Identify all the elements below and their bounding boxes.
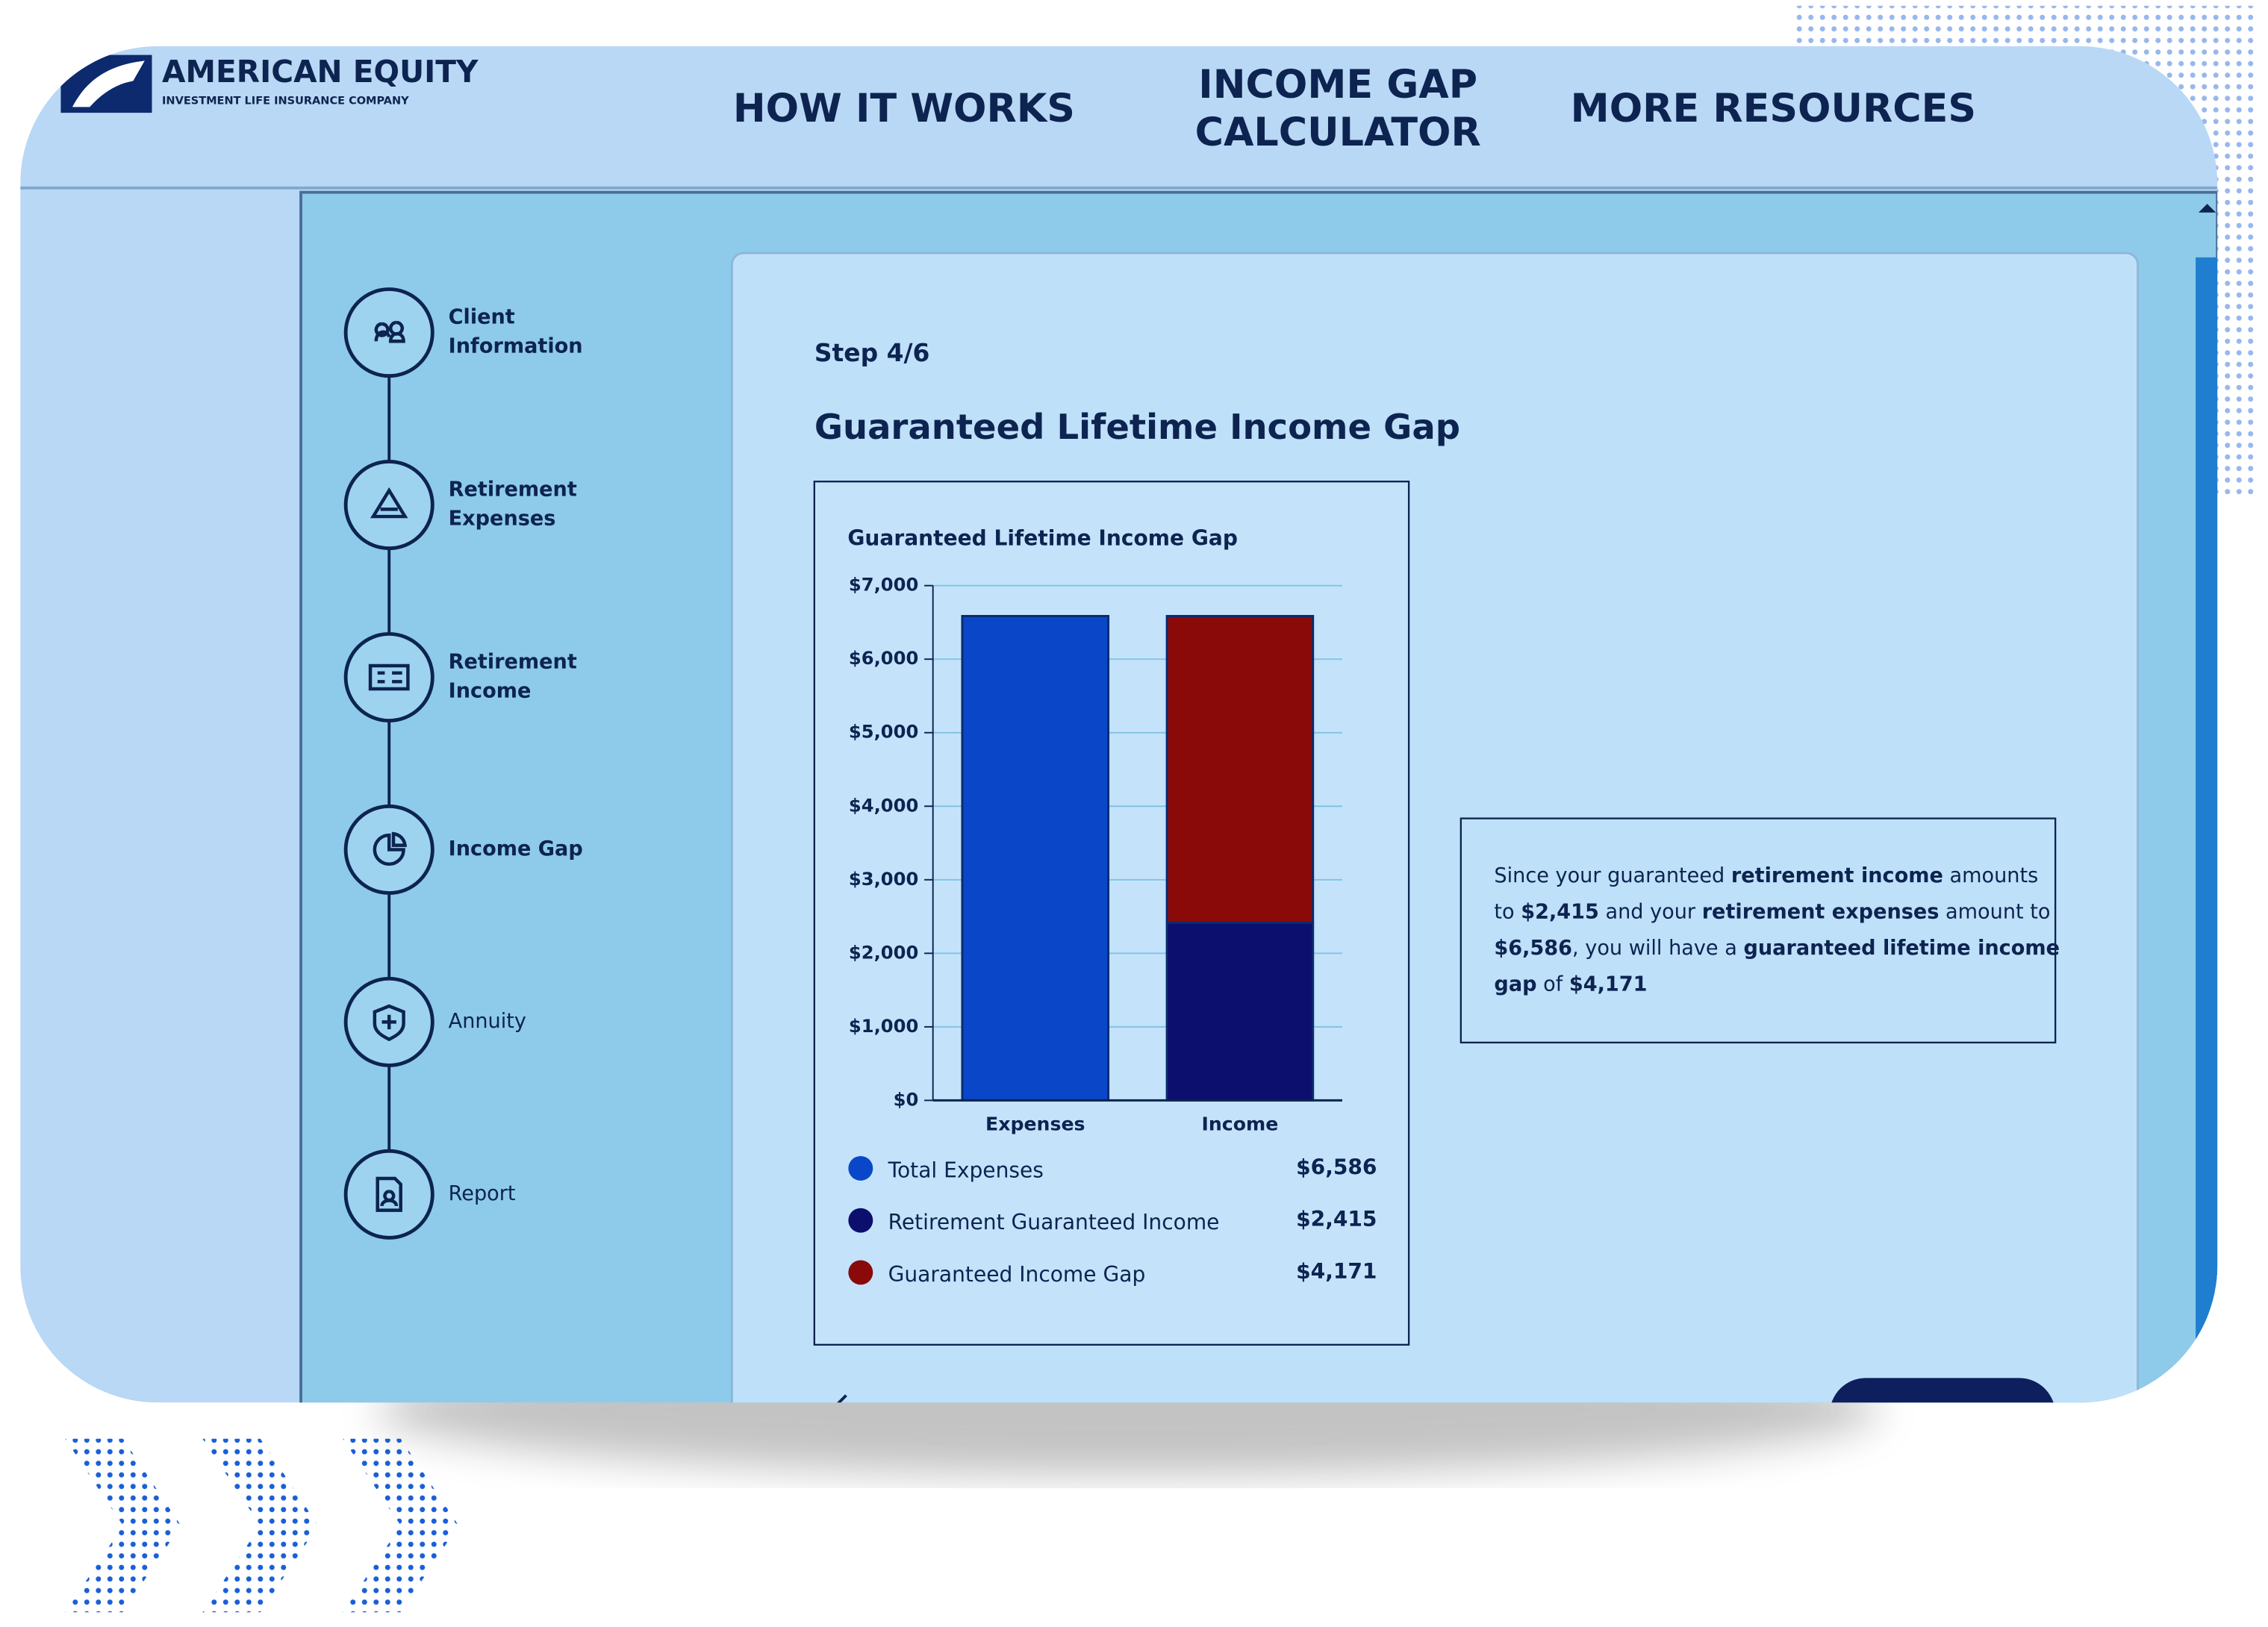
y-tick-label: $0 [894, 1089, 919, 1110]
step-icon [374, 320, 405, 343]
legend-item: Retirement Guaranteed Income $2,415 [848, 1207, 1377, 1234]
summary-line: gap of $4,171 [1494, 972, 1647, 996]
summary-line: to $2,415 and your retirement expenses a… [1494, 900, 2050, 923]
step-label[interactable]: Report [449, 1182, 516, 1205]
nav-item[interactable]: MORE RESOURCES [1571, 86, 1976, 131]
step-label[interactable]: Information [449, 334, 583, 357]
step[interactable]: Retirement Expenses [343, 460, 577, 551]
step-icon [370, 487, 408, 519]
logo-subtitle: INVESTMENT LIFE INSURANCE COMPANY [162, 96, 409, 107]
y-tick-label: $4,000 [849, 795, 918, 816]
continue-button[interactable] [1829, 1378, 2056, 1450]
legend-item: Guaranteed Income Gap $4,171 [848, 1259, 1377, 1287]
y-tick-label: $3,000 [849, 869, 918, 890]
step-label[interactable]: Retirement [449, 651, 577, 674]
legend-label: Retirement Guaranteed Income [888, 1210, 1220, 1234]
summary-text: $6,586 [1494, 936, 1572, 959]
y-tick-label: $1,000 [849, 1016, 918, 1037]
logo-title: AMERICAN EQUITY [162, 54, 479, 90]
summary-text: retirement income [1731, 864, 1943, 887]
step-icon [368, 663, 410, 691]
nav-label[interactable]: HOW IT WORKS [733, 86, 1075, 131]
summary-text: retirement expenses [1702, 900, 1940, 923]
nav-item[interactable]: HOW IT WORKS [733, 86, 1075, 131]
scroll-arrow [2198, 204, 2216, 213]
step-label: Step 4/6 [814, 338, 930, 367]
nav-label[interactable]: INCOME GAP [1198, 62, 1477, 107]
step-label[interactable]: Annuity [449, 1010, 526, 1033]
step-icon [373, 1004, 405, 1042]
legend-label: Total Expenses [888, 1158, 1044, 1182]
summary-line: $6,586, you will have a guaranteed lifet… [1494, 936, 2060, 959]
summary-text: gap [1494, 972, 1536, 996]
legend-item: Total Expenses $6,586 [848, 1155, 1377, 1182]
legend-value: $2,415 [1296, 1207, 1377, 1231]
legend-swatch [848, 1155, 873, 1181]
step-icon [373, 831, 408, 866]
app-window: AMERICAN EQUITY INVESTMENT LIFE INSURANC… [20, 46, 2218, 1450]
y-tick-label: $2,000 [849, 942, 918, 963]
step-icon [376, 1176, 402, 1212]
step[interactable]: Retirement Income [343, 631, 577, 723]
step[interactable]: Annuity [343, 976, 526, 1067]
legend-value: $6,586 [1296, 1155, 1377, 1179]
step-label[interactable]: Retirement [449, 478, 577, 502]
bar-segment [1165, 614, 1315, 924]
step-label[interactable]: Income Gap [449, 837, 583, 861]
step-circle[interactable] [343, 287, 434, 378]
legend-swatch [848, 1260, 873, 1285]
summary-text: $4,171 [1569, 972, 1648, 996]
summary-box [1459, 817, 2057, 1044]
summary-line: Since your guaranteed retirement income … [1494, 864, 2038, 887]
y-tick-label: $6,000 [849, 648, 918, 669]
logo-eagle [72, 60, 145, 107]
x-tick-label: Income [1202, 1113, 1279, 1134]
heading: Guaranteed Lifetime Income Gap [814, 407, 1460, 447]
legend-label: Guaranteed Income Gap [888, 1262, 1146, 1287]
x-tick-label: Expenses [985, 1113, 1085, 1134]
step[interactable]: Client Information [343, 287, 583, 378]
step-label[interactable]: Client [449, 306, 515, 329]
legend-swatch [848, 1208, 873, 1233]
step-circle[interactable] [343, 1149, 434, 1240]
summary-text: amounts [1943, 864, 2038, 887]
y-tick-label: $7,000 [849, 575, 918, 596]
bar-segment [1165, 921, 1315, 1102]
back-arrow[interactable] [835, 1394, 847, 1406]
summary-text: guaranteed lifetime income [1743, 936, 2060, 959]
summary-text: $2,415 [1521, 900, 1599, 923]
nav-label[interactable]: MORE RESOURCES [1571, 86, 1976, 131]
step-label[interactable]: Income [449, 679, 532, 702]
step-circle[interactable] [343, 460, 434, 551]
summary-text: amount to [1939, 900, 2050, 923]
nav-label[interactable]: CALCULATOR [1195, 110, 1481, 155]
step[interactable]: Report [343, 1149, 516, 1240]
step-label[interactable]: Expenses [449, 507, 556, 530]
legend-value: $4,171 [1296, 1259, 1377, 1284]
summary-text: of [1537, 972, 1569, 996]
summary-text: to [1494, 900, 1521, 923]
scrollbar [2196, 257, 2218, 1403]
step-circle[interactable] [343, 631, 434, 723]
summary-text: , you will have a [1572, 936, 1743, 959]
step[interactable]: Income Gap [343, 804, 583, 895]
chart-title: Guaranteed Lifetime Income Gap [847, 526, 1238, 551]
y-tick-label: $5,000 [849, 722, 918, 743]
summary-text: and your [1599, 900, 1702, 923]
bar-segment [961, 614, 1110, 1102]
summary-text: Since your guaranteed [1494, 864, 1730, 887]
